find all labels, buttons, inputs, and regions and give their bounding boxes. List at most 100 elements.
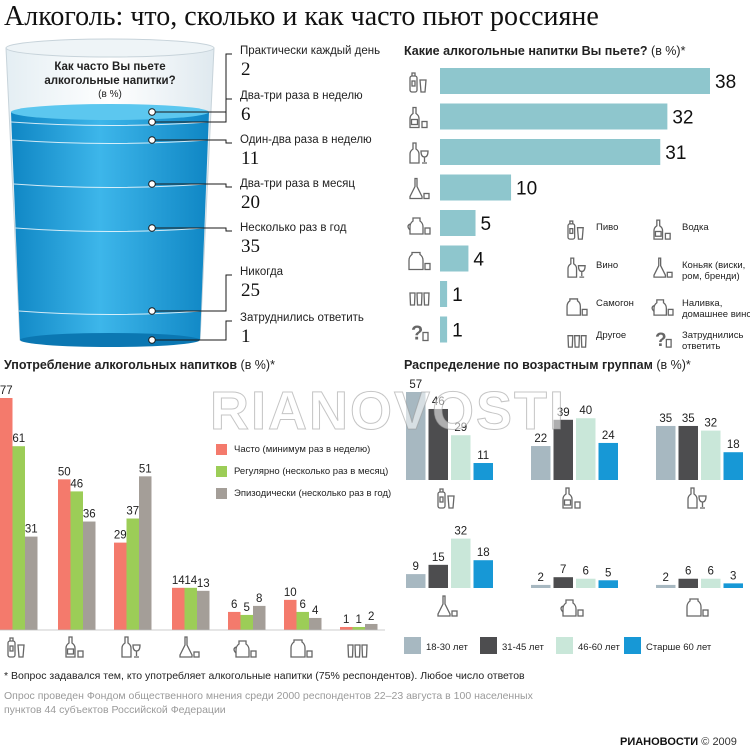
age-bar xyxy=(428,564,448,588)
drinks-legend-label: Пиво xyxy=(596,222,619,233)
consumption-bar xyxy=(58,479,71,630)
age-value: 22 xyxy=(534,433,547,445)
glass-rim xyxy=(5,38,215,58)
wine-icon xyxy=(121,636,141,658)
frequency-value: 11 xyxy=(241,148,260,169)
consumption-bar xyxy=(114,542,127,630)
glass-bottom xyxy=(20,333,200,347)
consumption-unit: (в %)* xyxy=(240,358,275,372)
age-value: 40 xyxy=(579,405,592,417)
vodka-icon xyxy=(653,219,671,240)
water-level-lines xyxy=(11,121,209,315)
age-legend-swatch xyxy=(480,637,497,654)
vodka-icon xyxy=(562,487,581,509)
age-value: 32 xyxy=(454,526,467,538)
consumption-legend-swatch xyxy=(216,466,227,477)
age-value: 18 xyxy=(727,439,740,451)
consumption-value: 61 xyxy=(12,433,25,445)
frequency-label: Два-три раза в неделю xyxy=(240,90,363,102)
age-value: 32 xyxy=(704,418,717,430)
age-value: 3 xyxy=(730,570,736,582)
drinks-bar xyxy=(440,139,661,165)
age-bar xyxy=(576,578,596,588)
age-legend-swatch xyxy=(404,637,421,654)
samogon-icon xyxy=(408,251,431,271)
beer-icon xyxy=(567,220,584,240)
cognac-icon xyxy=(437,595,458,617)
age-value: 39 xyxy=(557,407,570,419)
page-title: Алкоголь: что, сколько и как часто пьют … xyxy=(4,1,599,32)
age-bar xyxy=(701,578,721,588)
age-value: 6 xyxy=(708,566,714,578)
consumption-bar xyxy=(70,491,83,630)
age-value: 9 xyxy=(413,561,419,573)
consumption-bar xyxy=(365,623,378,630)
age-value: 6 xyxy=(685,566,691,578)
age-bar xyxy=(531,446,551,480)
age-legend-label: Старше 60 лет xyxy=(646,642,712,653)
cognac-icon xyxy=(179,636,200,658)
drinks-value: 4 xyxy=(473,250,484,271)
wine-icon xyxy=(567,257,586,278)
drinks-legend-label: Самогон xyxy=(596,298,634,309)
drinks-bar xyxy=(440,210,476,236)
frequency-leader xyxy=(155,139,232,144)
age-bar xyxy=(723,583,743,588)
age-bar xyxy=(553,419,573,480)
consumption-bar xyxy=(0,398,13,630)
consumption-bar xyxy=(240,614,253,630)
consumption-title: Употребление алкогольных напитков (в %)* xyxy=(4,358,275,372)
consumption-legend-label: Регулярно (несколько раз в месяц) xyxy=(234,466,389,477)
drinks-legend-label: Вино xyxy=(596,260,619,271)
frequency-label: Два-три раза в месяц xyxy=(240,178,355,190)
samogon-icon xyxy=(566,298,588,316)
drinks-legend-label: Водка xyxy=(682,222,709,233)
drinks-value: 38 xyxy=(715,72,736,93)
age-value: 11 xyxy=(477,450,489,462)
source-note: Опрос проведен Фондом общественного мнен… xyxy=(4,690,533,716)
age-bar xyxy=(656,425,676,480)
glass-unit: (в %) xyxy=(98,89,122,100)
consumption-title-text: Употребление алкогольных напитков xyxy=(4,358,238,372)
age-bar xyxy=(723,452,743,480)
age-value: 2 xyxy=(538,572,544,584)
drinks-value: 5 xyxy=(481,214,492,235)
consumption-legend-label: Часто (минимум раз в неделю) xyxy=(234,444,371,455)
consumption-bar xyxy=(172,587,185,630)
frequency-leader xyxy=(155,320,232,341)
brand: РИАНОВОСТИ © 2009 xyxy=(620,736,737,748)
frequency-dot xyxy=(148,108,156,116)
liqueur-icon xyxy=(651,299,674,316)
watermark: RIANOVOSTI xyxy=(209,381,567,442)
frequency-leader xyxy=(155,183,232,188)
drinks-value: 32 xyxy=(672,108,693,129)
frequency-value: 2 xyxy=(241,59,251,80)
water-line xyxy=(12,139,208,144)
age-bar xyxy=(553,577,573,588)
samogon-icon xyxy=(686,598,709,617)
unknown-icon: ? xyxy=(411,323,429,345)
consumption-value: 46 xyxy=(70,478,83,490)
beer-icon xyxy=(567,220,584,240)
consumption-value: 29 xyxy=(114,530,127,542)
age-value: 35 xyxy=(682,413,695,425)
drinks-bar xyxy=(440,103,668,130)
consumption-value: 10 xyxy=(284,587,297,599)
cognac-icon xyxy=(653,257,673,278)
consumption-bar xyxy=(340,626,353,630)
age-bar xyxy=(598,442,618,480)
age-value: 29 xyxy=(454,422,467,434)
age-legend-label: 18-30 лет xyxy=(426,642,468,653)
frequency-label: Практически каждый день xyxy=(240,45,381,57)
consumption-value: 1 xyxy=(343,614,349,626)
consumption-value: 8 xyxy=(256,593,262,605)
age-bar xyxy=(656,584,676,588)
vodka-icon xyxy=(65,636,84,658)
frequency-value: 25 xyxy=(241,280,260,301)
consumption-bar xyxy=(184,587,197,630)
consumption-bar xyxy=(284,599,297,630)
consumption-value: 36 xyxy=(83,509,96,521)
consumption-bar xyxy=(197,590,210,630)
consumption-bar xyxy=(309,617,322,630)
